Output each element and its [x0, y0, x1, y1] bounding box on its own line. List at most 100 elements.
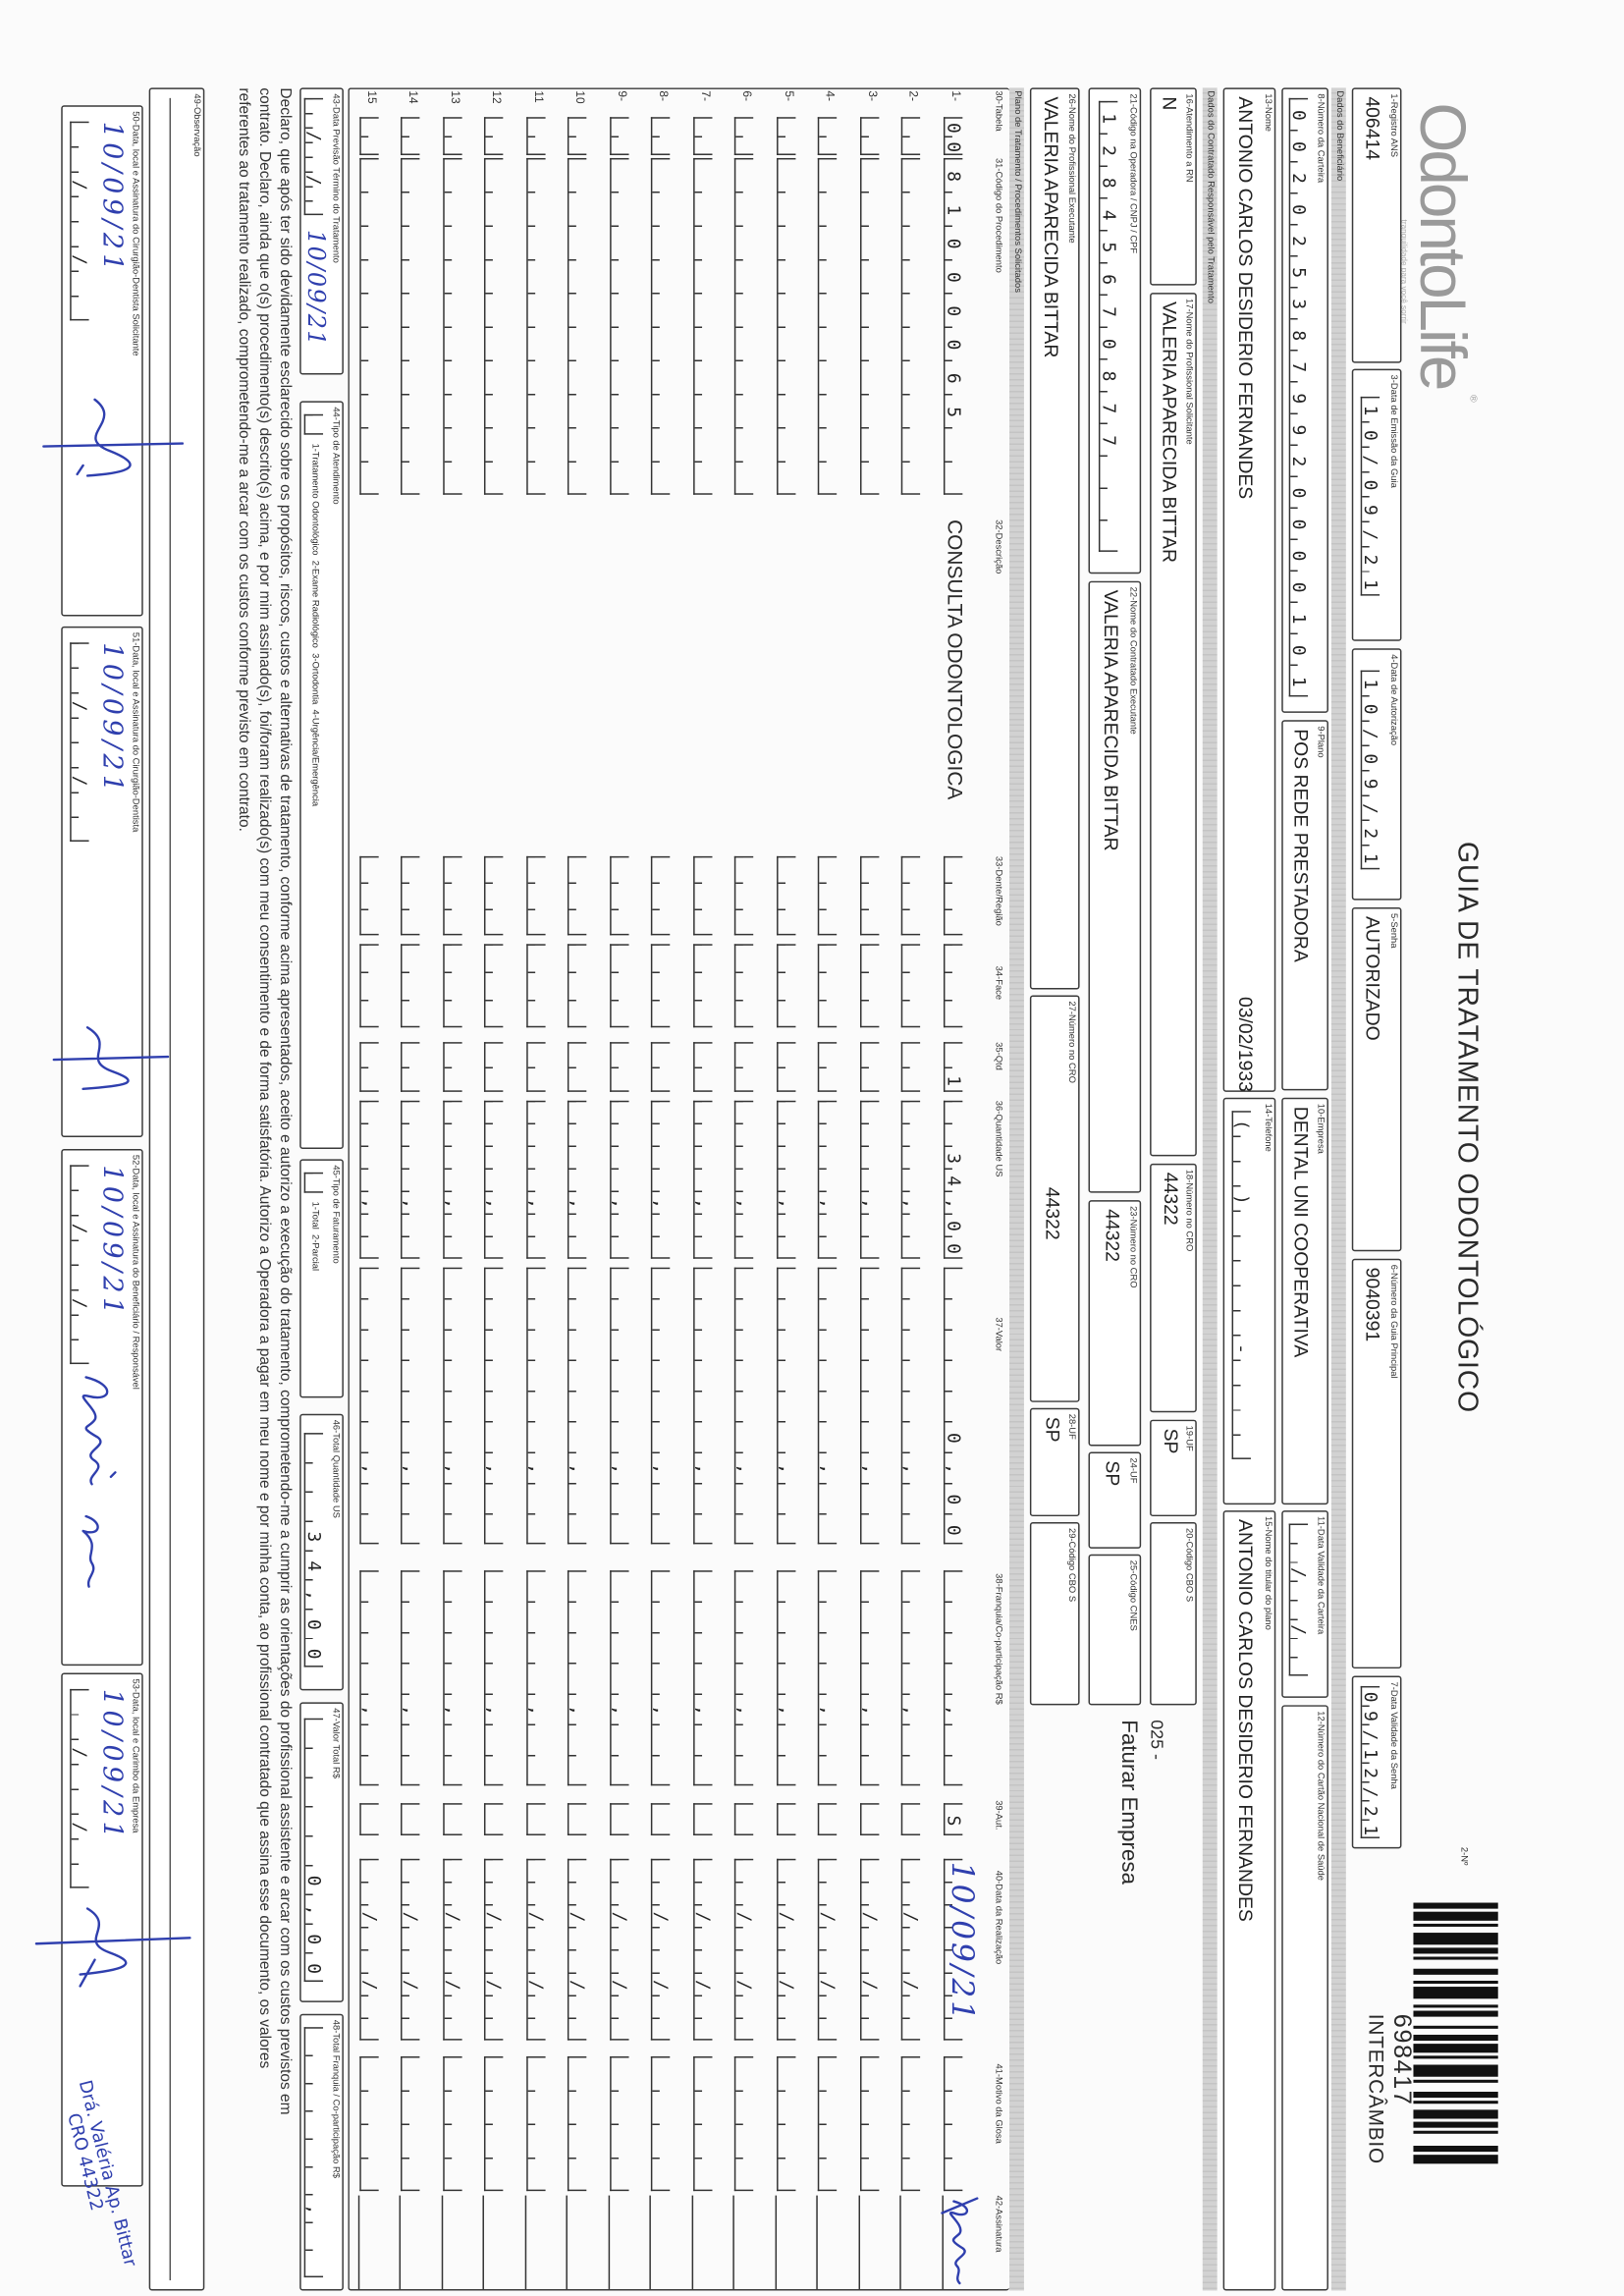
cell-franquia: ,: [568, 1570, 588, 1786]
cell-data: / /: [443, 1858, 462, 2041]
cell-dente: [568, 855, 588, 936]
field-label: 19-UF: [1183, 1425, 1194, 1451]
barcode: [1413, 1902, 1498, 2164]
cell-motivo: [484, 2056, 505, 2192]
field-cro-executante: 27-Número no CRO 44322: [1029, 995, 1080, 1402]
field-value: 10/09/21: [1360, 396, 1380, 596]
cell-valor: ,: [568, 1267, 588, 1545]
cell-motivo: [443, 2056, 462, 2192]
registered-mark-icon: ®: [1467, 395, 1478, 403]
field-label: 49-Observação: [190, 93, 202, 157]
field-total-us: 46-Total Quantidade US 34,00: [299, 1413, 344, 1691]
cell-assinatura: [691, 2195, 694, 2289]
cell-aut: [526, 1803, 546, 1835]
barcode-bar: [1413, 2064, 1498, 2077]
column-header-qtd: 35-Qtd: [993, 1042, 1004, 1070]
cell-codigo: 81000065: [943, 157, 963, 495]
date-cells: / /: [70, 121, 89, 321]
barcode-bar: [1413, 2004, 1498, 2008]
field-label: 26-Nome do Profissional Executante: [1066, 93, 1077, 244]
cell-dente: [610, 855, 629, 936]
cell-face: [693, 944, 713, 1028]
cell-qtd-us: 34,00: [943, 1100, 963, 1259]
barcode-bar: [1413, 1902, 1498, 1909]
field-value: 0020253879920000101: [1288, 97, 1309, 696]
barcode-bar: [1413, 2079, 1498, 2083]
procedure-row: 5- , , , / /: [773, 0, 805, 2296]
cell-tabela: 00: [943, 117, 963, 155]
field-label: 9-Plano: [1315, 726, 1326, 758]
cell-codigo: [359, 157, 379, 495]
field-value: VALERIA APARECIDA BITTAR: [1040, 96, 1062, 358]
cell-qtd: [734, 1042, 754, 1092]
signature: [81, 1376, 117, 1588]
column-header-valor: 37-Valor: [993, 1317, 1004, 1352]
cell-assinatura: [775, 2195, 778, 2289]
declaration-line: Declaro, que após ter sido devidamente e…: [276, 87, 293, 2115]
field-value: ,: [303, 2027, 324, 2278]
field-value: POS REDE PRESTADORA: [1290, 729, 1313, 962]
logo-text: OdontoLife: [1405, 102, 1478, 389]
date-cells: / /: [303, 97, 324, 216]
field-cns: 12-Número do Cartão Nacional de Saúde: [1281, 1705, 1328, 2291]
cell-franquia: ,: [651, 1570, 672, 1786]
barcode-bar: [1413, 2121, 1498, 2128]
cell-data: / /: [484, 1858, 505, 2041]
cell-qtd-us: ,: [443, 1100, 462, 1259]
procedure-row: 11 , , , / /: [522, 0, 555, 2296]
field-total-franquia: 48-Total Franquia / Co-participação R$ ,: [299, 2013, 344, 2291]
cell-assinatura: [650, 2195, 652, 2289]
field-value: 0,00: [303, 1718, 324, 1983]
field-label: 5-Senha: [1388, 913, 1399, 949]
cell-qtd: 1: [943, 1042, 963, 1092]
field-uf-solicitante: 19-UF SP: [1150, 1419, 1197, 1517]
field-value: ( ) -: [1231, 1111, 1251, 1459]
cell-assinatura: [357, 2195, 360, 2289]
guide-number-label: 2-Nº: [1458, 1846, 1470, 1866]
cell-data: / /: [860, 1858, 880, 2041]
signature: [34, 1907, 191, 1988]
cell-aut: [734, 1803, 754, 1835]
cell-assinatura: [524, 2195, 527, 2289]
handwritten-date: 10/09/21: [96, 1165, 128, 1319]
cell-franquia: ,: [818, 1570, 838, 1786]
procedure-row: 3- , , , / /: [856, 0, 889, 2296]
barcode-bar: [1413, 2034, 1498, 2042]
procedure-row: 12 , , , / /: [480, 0, 513, 2296]
procedure-row: 4- , , , / /: [814, 0, 846, 2296]
cell-tabela: [401, 117, 421, 155]
cell-dente: [443, 855, 462, 936]
cell-qtd: [651, 1042, 672, 1092]
field-valor-total: 47-Valor Total R$ 0,00: [299, 1702, 344, 2002]
cell-motivo: [734, 2056, 754, 2192]
cell-aut: [443, 1803, 462, 1835]
cell-franquia: ,: [734, 1570, 754, 1786]
cell-face: [901, 944, 921, 1028]
cell-face: [610, 944, 629, 1028]
cell-data: / /: [734, 1858, 754, 2041]
observation-line: [169, 97, 172, 2281]
field-label: 21-Código na Operadora / CNPJ / CPF: [1127, 93, 1139, 254]
column-header-motivo: 41-Motivo da Glosa: [993, 2063, 1004, 2144]
barcode-bar: [1413, 2155, 1498, 2164]
barcode-bar: [1413, 1968, 1498, 1975]
cell-motivo: [568, 2056, 588, 2192]
cell-codigo: [734, 157, 754, 495]
row-number: 12: [490, 90, 505, 104]
cell-assinatura: [817, 2195, 819, 2289]
cell-valor: ,: [860, 1267, 880, 1545]
cell-data: / /: [693, 1858, 713, 2041]
cell-face: [860, 944, 880, 1028]
row-number: 13: [449, 90, 462, 104]
billing-note: Faturar Empresa: [1115, 1720, 1142, 1885]
options-text: 1-Total 2-Parcial: [309, 1201, 321, 1272]
field-label: 52-Data, local e Assinatura do Beneficiá…: [130, 1154, 140, 1390]
cell-dente: [359, 855, 379, 936]
field-value: 09/12/21: [1360, 1685, 1380, 1838]
barcode-bar: [1413, 2044, 1498, 2053]
field-cro-solicitante: 18-Número no CRO 44322: [1150, 1163, 1197, 1413]
cell-tabela: [693, 117, 713, 155]
cell-assinatura: [483, 2195, 485, 2289]
cell-codigo: [610, 157, 629, 495]
column-header-face: 34-Face: [993, 965, 1004, 1001]
